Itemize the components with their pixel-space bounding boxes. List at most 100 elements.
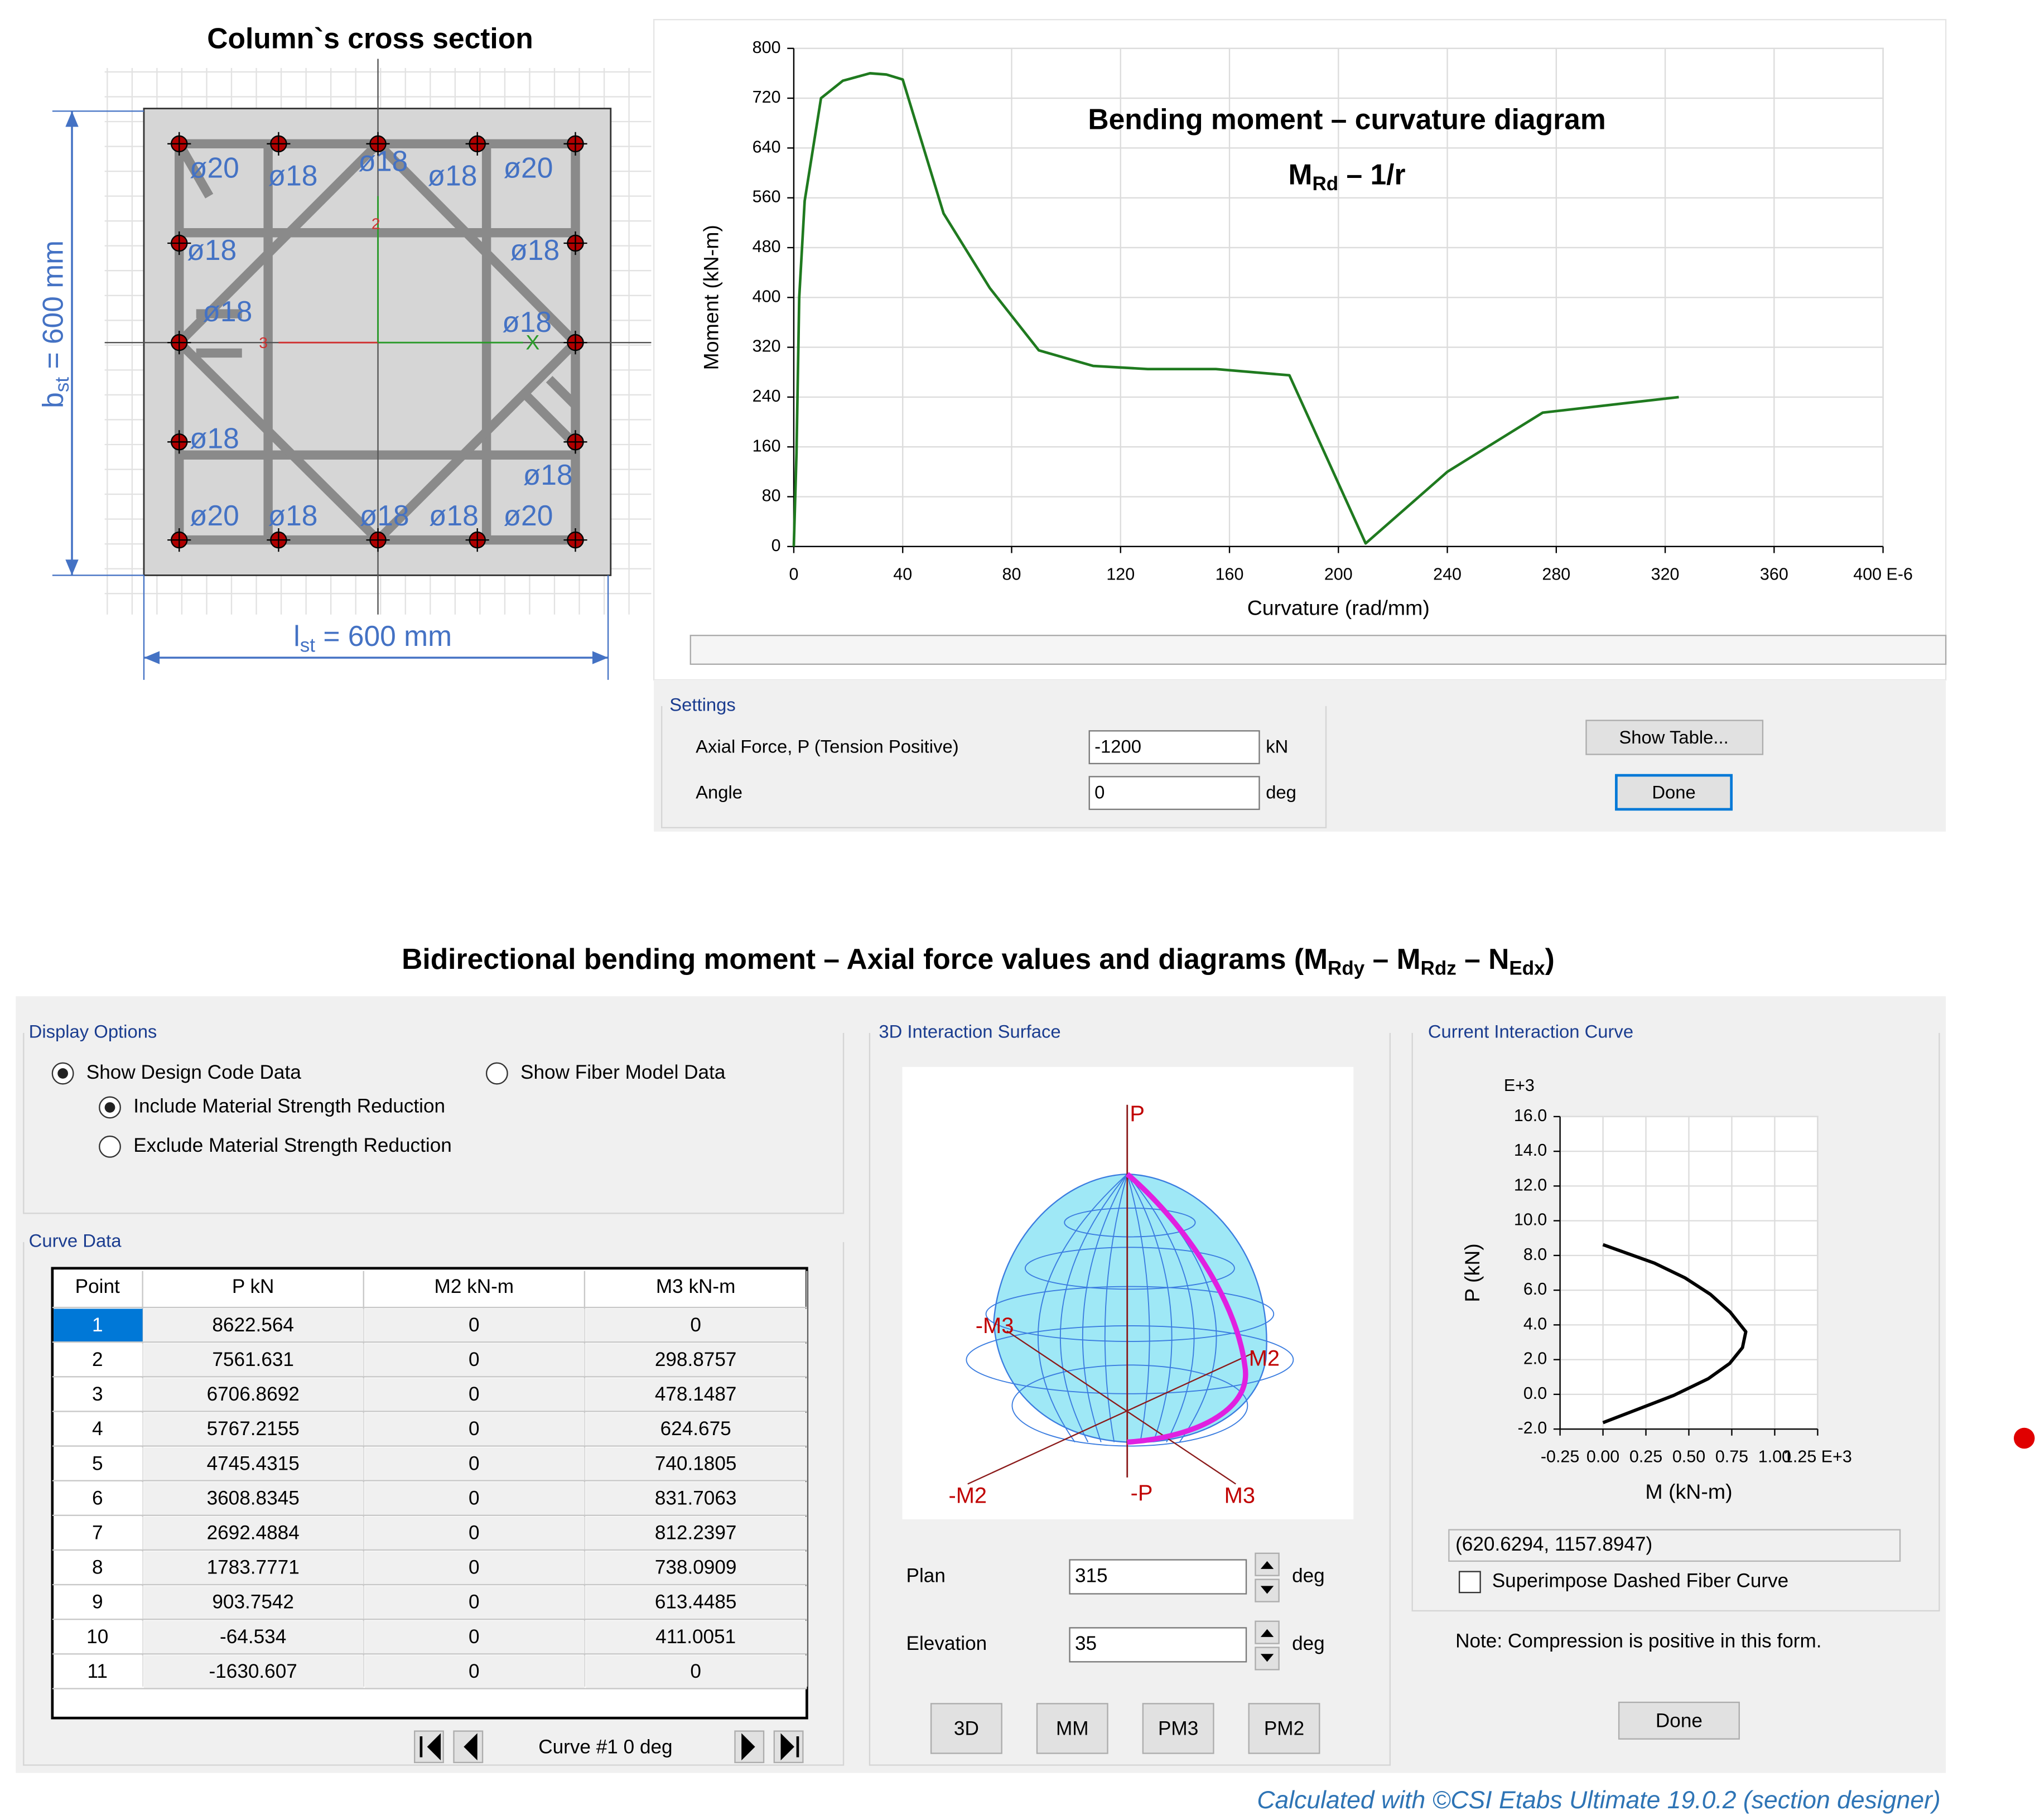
- table-cell[interactable]: [586, 1620, 807, 1654]
- table-cell[interactable]: [365, 1412, 585, 1446]
- button[interactable]: [1248, 1703, 1320, 1754]
- rebar-label: ø18: [510, 234, 560, 266]
- table-cell-text: 0: [469, 1660, 480, 1682]
- table-cell-text: 2: [92, 1349, 103, 1370]
- y-tick-label: -2.0: [1518, 1418, 1547, 1437]
- subscript: Edx: [1509, 958, 1545, 979]
- group-title: Current Interaction Curve: [1428, 1021, 1633, 1042]
- table-cell-text: 0: [469, 1452, 480, 1474]
- label: Plan: [906, 1565, 946, 1586]
- table-cell[interactable]: [54, 1620, 143, 1654]
- radio-button[interactable]: [485, 1062, 508, 1085]
- x-axis-title: M (kN-m): [1645, 1480, 1732, 1503]
- table-cell[interactable]: [143, 1378, 364, 1412]
- axis-label: 3: [259, 334, 268, 351]
- subscript: st: [300, 635, 316, 656]
- label: kN: [1266, 736, 1288, 757]
- nav-button[interactable]: [734, 1730, 765, 1764]
- table-cell[interactable]: [143, 1412, 364, 1446]
- table-cell[interactable]: [365, 1517, 585, 1550]
- table-cell[interactable]: [365, 1378, 585, 1412]
- y-tick-label: 6.0: [1523, 1280, 1547, 1298]
- y-tick-label: 0.0: [1523, 1384, 1547, 1403]
- table-cell[interactable]: [365, 1482, 585, 1515]
- table-cell[interactable]: [586, 1586, 807, 1620]
- table-cell[interactable]: [143, 1309, 364, 1343]
- radio-button[interactable]: [99, 1135, 121, 1158]
- table-cell[interactable]: [586, 1447, 807, 1481]
- table-cell[interactable]: [586, 1343, 807, 1377]
- table-cell[interactable]: [54, 1378, 143, 1412]
- y-tick-label: 16.0: [1514, 1106, 1547, 1125]
- table-cell-text: 0: [469, 1314, 480, 1336]
- surface-mesh: [1024, 1247, 1235, 1290]
- table-cell[interactable]: [586, 1309, 807, 1343]
- table-cell[interactable]: [586, 1412, 807, 1446]
- table-cell[interactable]: [143, 1586, 364, 1620]
- table-cell[interactable]: [365, 1309, 585, 1343]
- table-cell[interactable]: [365, 1551, 585, 1585]
- table-cell[interactable]: [54, 1517, 143, 1550]
- table-cell[interactable]: [365, 1655, 585, 1689]
- text-input[interactable]: [1069, 1627, 1247, 1663]
- button[interactable]: [1585, 720, 1764, 755]
- table-cell[interactable]: [365, 1447, 585, 1481]
- table-cell-text: 7: [92, 1522, 103, 1544]
- table-cell[interactable]: [586, 1551, 807, 1585]
- button[interactable]: [1142, 1703, 1214, 1754]
- text-part: M: [1288, 158, 1312, 190]
- label: deg: [1292, 1565, 1325, 1586]
- button[interactable]: [1618, 1701, 1740, 1740]
- table-cell[interactable]: [586, 1378, 807, 1412]
- nav-icon: [741, 1733, 755, 1761]
- table-cell[interactable]: [54, 1482, 143, 1515]
- table-cell[interactable]: [143, 1447, 364, 1481]
- readout-text: (620.6294, 1157.8947): [1455, 1533, 1652, 1555]
- table-cell[interactable]: [365, 1586, 585, 1620]
- height-dimension: bst = 600 mm: [36, 240, 73, 408]
- table-cell-text: 411.0051: [655, 1626, 736, 1648]
- checkbox[interactable]: [1458, 1571, 1481, 1594]
- table-cell[interactable]: [54, 1655, 143, 1689]
- axis-multiplier: E+3: [1504, 1076, 1535, 1095]
- x-tick-label: 0.75: [1715, 1447, 1748, 1466]
- table-cell[interactable]: [143, 1517, 364, 1550]
- table-cell[interactable]: [143, 1655, 364, 1689]
- text-input[interactable]: [1069, 1559, 1247, 1595]
- table-cell[interactable]: [586, 1482, 807, 1515]
- surface-axis-label: -P: [1131, 1481, 1153, 1505]
- label: Angle: [696, 782, 742, 803]
- button[interactable]: [1036, 1703, 1108, 1754]
- table-cell-text: -1630.607: [209, 1660, 297, 1682]
- axis-label: X: [525, 330, 539, 354]
- table-cell[interactable]: [365, 1343, 585, 1377]
- table-cell-text: 4745.4315: [207, 1452, 300, 1474]
- table-cell[interactable]: [586, 1517, 807, 1550]
- table-cell[interactable]: [143, 1620, 364, 1654]
- table-cell[interactable]: [143, 1482, 364, 1515]
- button[interactable]: [1615, 774, 1733, 811]
- text-part: Bidirectional bending moment – Axial for…: [402, 943, 1328, 975]
- table-cell-text: 0: [469, 1349, 480, 1370]
- y-tick-label: 400: [753, 287, 781, 306]
- text-input[interactable]: [1088, 776, 1260, 810]
- text-part: ): [1545, 943, 1555, 975]
- table-cell[interactable]: [365, 1620, 585, 1654]
- text-input[interactable]: [1088, 730, 1260, 765]
- table-cell[interactable]: [54, 1447, 143, 1481]
- table-cell-text: 8622.564: [212, 1314, 294, 1336]
- selected-cell[interactable]: [54, 1309, 143, 1343]
- radio-dot: [104, 1102, 115, 1113]
- table-cell[interactable]: [143, 1343, 364, 1377]
- table-cell[interactable]: [54, 1586, 143, 1620]
- table-cell[interactable]: [54, 1551, 143, 1585]
- table-cell[interactable]: [143, 1551, 364, 1585]
- table-cell[interactable]: [586, 1655, 807, 1689]
- y-tick-label: 480: [753, 237, 781, 256]
- section-heading: Bidirectional bending moment – Axial for…: [402, 943, 1555, 979]
- table-cell[interactable]: [54, 1343, 143, 1377]
- table-cell[interactable]: [54, 1412, 143, 1446]
- button-label: PM3: [1158, 1718, 1198, 1740]
- button[interactable]: [930, 1703, 1002, 1754]
- rebar-label: ø18: [360, 499, 409, 532]
